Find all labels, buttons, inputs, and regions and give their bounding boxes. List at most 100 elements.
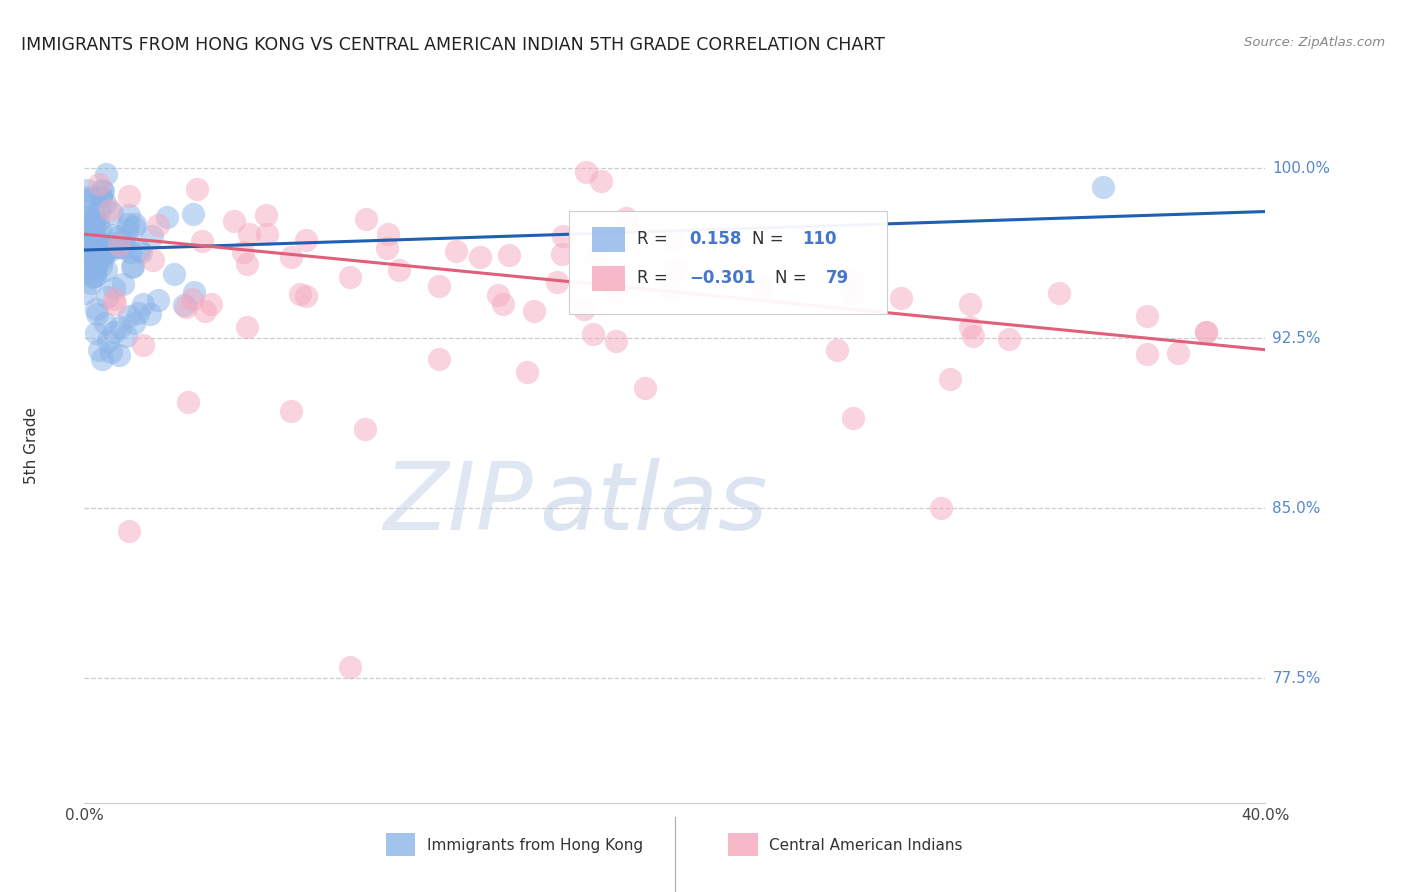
Point <box>486 288 509 302</box>
Point <box>585 250 607 264</box>
Point <box>108 320 131 334</box>
Point <box>84 253 107 268</box>
Point <box>101 205 124 219</box>
Point <box>1167 345 1189 359</box>
Point <box>84 260 107 275</box>
Point <box>120 245 142 260</box>
Point <box>83 269 105 284</box>
Point <box>100 235 122 250</box>
Point <box>890 292 912 306</box>
Point <box>1047 286 1070 301</box>
Point <box>553 229 575 244</box>
Point <box>492 297 515 311</box>
Point <box>616 211 638 226</box>
Point <box>375 241 398 255</box>
Point <box>84 301 107 316</box>
Bar <box>385 833 415 856</box>
Point <box>82 225 104 239</box>
Text: 79: 79 <box>827 269 849 287</box>
Point <box>86 236 108 251</box>
Point <box>181 292 204 306</box>
Text: N =: N = <box>752 230 789 248</box>
Point <box>121 260 143 274</box>
Point <box>86 244 108 258</box>
Text: 110: 110 <box>803 230 837 248</box>
Point <box>77 221 100 235</box>
Point <box>181 207 204 221</box>
Text: −0.301: −0.301 <box>689 269 755 287</box>
Point <box>100 244 122 258</box>
Point <box>1195 325 1218 339</box>
Point <box>94 195 117 210</box>
Point <box>132 338 155 352</box>
Text: IMMIGRANTS FROM HONG KONG VS CENTRAL AMERICAN INDIAN 5TH GRADE CORRELATION CHART: IMMIGRANTS FROM HONG KONG VS CENTRAL AME… <box>21 36 884 54</box>
Point <box>75 228 97 243</box>
Point <box>238 227 260 241</box>
Point <box>79 230 101 244</box>
Point <box>75 233 97 247</box>
Text: Immigrants from Hong Kong: Immigrants from Hong Kong <box>427 838 643 853</box>
Point <box>662 233 685 247</box>
Point <box>752 279 775 293</box>
Point <box>93 247 115 261</box>
Point <box>186 182 208 196</box>
Point <box>605 334 627 348</box>
Point <box>89 222 111 236</box>
Point <box>80 277 103 291</box>
Point <box>191 234 214 248</box>
Point <box>194 304 217 318</box>
Point <box>1195 325 1218 339</box>
Point <box>842 411 865 425</box>
Point <box>94 168 117 182</box>
Point <box>118 188 141 202</box>
Point <box>94 244 117 258</box>
Point <box>118 524 141 538</box>
Point <box>139 307 162 321</box>
Point <box>224 214 246 228</box>
Point <box>523 304 546 318</box>
Point <box>82 219 104 234</box>
Point <box>80 231 103 245</box>
Point <box>87 215 110 229</box>
Point <box>86 307 108 321</box>
Point <box>91 251 114 265</box>
Bar <box>728 833 758 856</box>
Point <box>122 317 145 331</box>
Point <box>83 268 105 283</box>
Point <box>962 329 984 343</box>
Point <box>79 190 101 204</box>
Point <box>77 248 100 262</box>
Point <box>377 227 399 241</box>
Point <box>83 214 105 228</box>
Point <box>108 240 131 254</box>
Point <box>90 259 112 273</box>
Point <box>82 236 104 251</box>
Text: R =: R = <box>637 230 673 248</box>
Point <box>90 190 112 204</box>
Point <box>75 286 97 301</box>
Point <box>83 236 105 251</box>
Point <box>122 219 145 234</box>
Point <box>96 290 118 304</box>
Point <box>76 183 98 197</box>
Point <box>231 245 253 260</box>
Point <box>550 247 572 261</box>
Point <box>75 215 97 229</box>
Point <box>634 381 657 395</box>
Point <box>80 235 103 249</box>
Point <box>82 192 104 206</box>
Point <box>200 296 222 310</box>
Point <box>101 227 124 242</box>
Point <box>827 343 849 357</box>
Point <box>75 192 97 206</box>
Point <box>91 351 114 366</box>
Point <box>546 275 568 289</box>
Point <box>91 182 114 196</box>
Point <box>959 297 981 311</box>
Point <box>842 273 865 287</box>
Point <box>998 332 1021 346</box>
Point <box>751 283 773 297</box>
Point <box>111 277 134 292</box>
Point <box>446 244 468 259</box>
Point <box>339 270 361 285</box>
